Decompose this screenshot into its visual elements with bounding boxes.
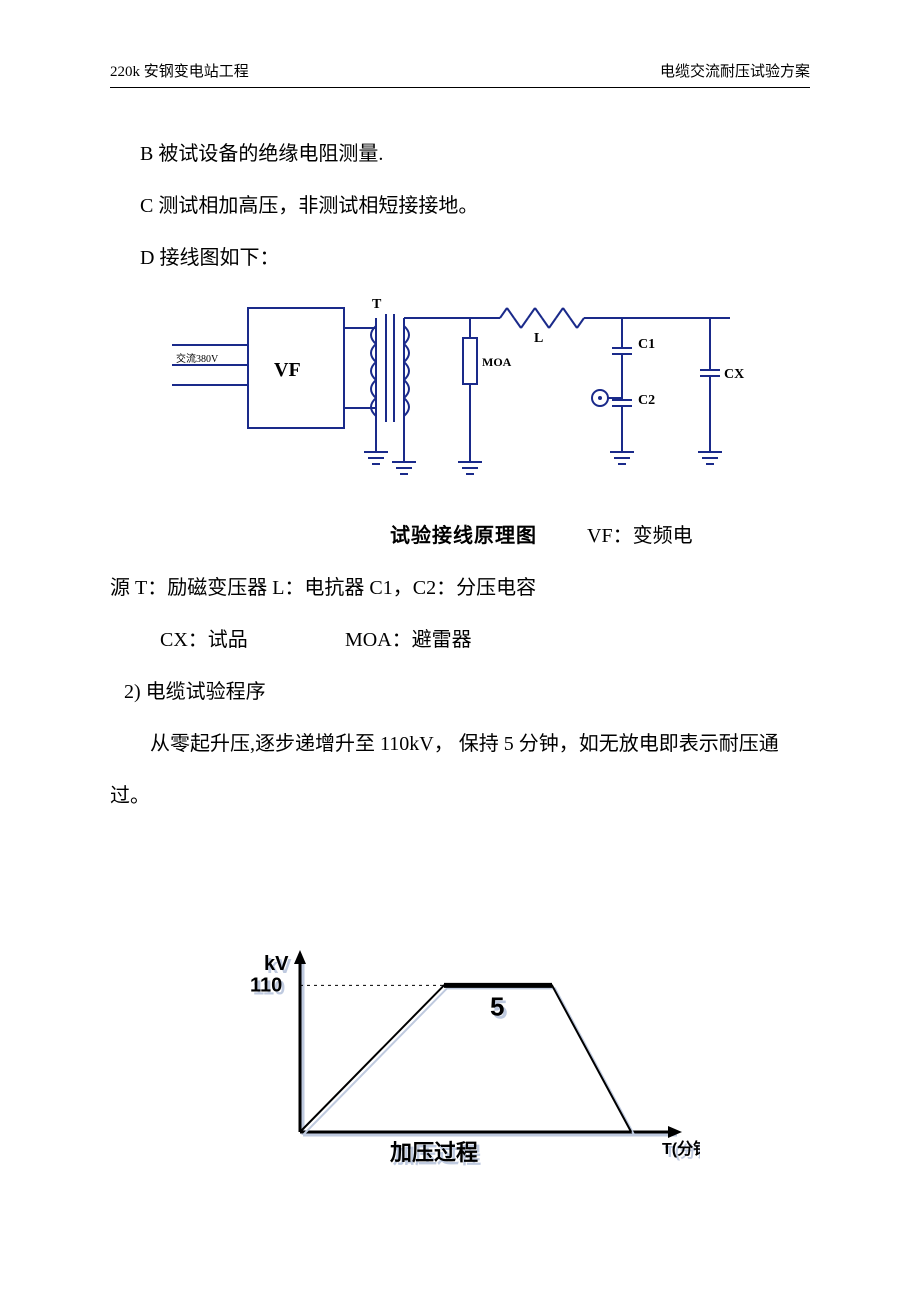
svg-text:交流380V: 交流380V [176, 352, 219, 365]
legend-vf-prefix: VF：变频电 [587, 525, 693, 547]
svg-text:C2: C2 [638, 393, 655, 408]
circuit-diagram: 交流380V VF T MOA L C1 C2 CX [110, 290, 810, 510]
legend-moa: MOA：避雷器 [345, 629, 472, 651]
svg-text:T(分钟): T(分钟) [662, 1139, 700, 1158]
section2-title: 2) 电缆试验程序 [110, 666, 810, 718]
legend-line-3: CX：试品 MOA：避雷器 [110, 614, 810, 666]
circuit-svg: 交流380V VF T MOA L C1 C2 CX [170, 290, 750, 510]
legend-row-1: 试验接线原理图 VF：变频电 [110, 510, 810, 562]
line-d: D 接线图如下： [110, 232, 810, 284]
page-header: 220k 安钢变电站工程 电缆交流耐压试验方案 [110, 60, 810, 88]
header-right: 电缆交流耐压试验方案 [660, 60, 810, 81]
svg-text:C1: C1 [638, 337, 655, 352]
svg-text:L: L [534, 331, 543, 346]
header-left: 220k 安钢变电站工程 [110, 60, 249, 81]
svg-text:5: 5 [490, 991, 504, 1021]
circuit-caption: 试验接线原理图 [390, 525, 537, 547]
legend-line-2: 源 T：励磁变压器 L：电抗器 C1，C2：分压电容 [110, 562, 810, 614]
svg-text:CX: CX [724, 367, 744, 382]
section2-body: 从零起升压,逐步递增升至 110kV， 保持 5 分钟，如无放电即表示耐压通过。 [110, 718, 810, 822]
chart-svg: kVkV11011055T(分钟)T(分钟)加压过程加压过程 [220, 942, 700, 1172]
svg-text:加压过程: 加压过程 [389, 1140, 478, 1165]
svg-text:110: 110 [250, 974, 282, 996]
line-b: B 被试设备的绝缘电阻测量. [110, 128, 810, 180]
svg-text:VF: VF [274, 359, 301, 381]
legend-cx: CX：试品 [160, 614, 340, 666]
svg-text:T: T [372, 297, 382, 312]
svg-text:kV: kV [264, 953, 289, 975]
voltage-chart: kVkV11011055T(分钟)T(分钟)加压过程加压过程 [110, 942, 810, 1172]
line-c: C 测试相加高压，非测试相短接接地。 [110, 180, 810, 232]
svg-text:MOA: MOA [482, 355, 512, 369]
